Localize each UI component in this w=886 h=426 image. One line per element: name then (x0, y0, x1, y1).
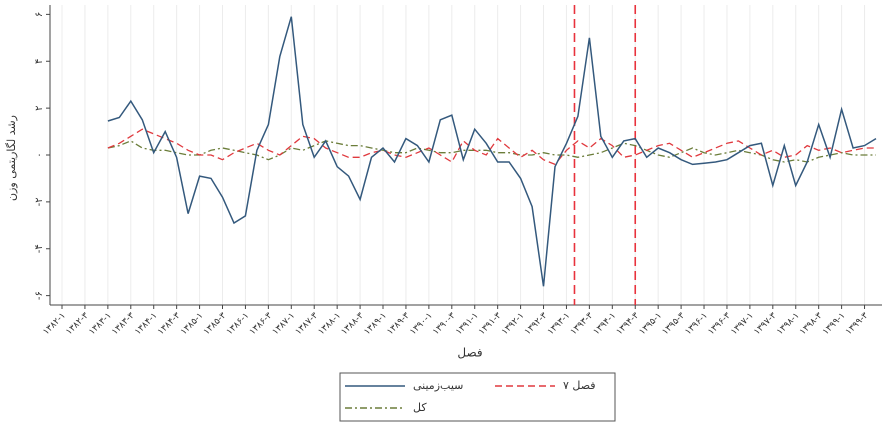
x-tick-label: ۱۳۹۶-۳ (706, 311, 733, 338)
x-tick-label: ۱۳۹۵-۱ (638, 311, 664, 337)
x-tick-label: ۱۳۸۷-۳ (294, 311, 321, 338)
y-tick-label: -۶ (34, 291, 45, 300)
x-tick-label: ۱۳۸۳-۱ (87, 311, 113, 337)
x-tick-label: ۱۳۹۷-۱ (729, 311, 755, 337)
x-tick-label: ۱۳۸۶-۱ (225, 311, 251, 337)
y-tick-label: -۲ (34, 197, 45, 206)
y-tick-label: ۲ (34, 105, 45, 110)
x-tick-label: ۱۳۹۹-۳ (844, 311, 871, 338)
x-tick-label: ۱۳۹۴-۱ (592, 311, 618, 337)
x-tick-label: ۱۳۹۲-۳ (523, 311, 550, 338)
x-tick-label: ۱۳۹۰-۱ (408, 311, 434, 337)
x-tick-label: ۱۳۸۳-۳ (110, 311, 137, 338)
x-tick-label: ۱۳۹۶-۱ (683, 311, 709, 337)
series-line (107, 140, 876, 163)
x-tick-label: ۱۳۹۳-۱ (546, 311, 572, 337)
y-tick-label: -۴ (34, 244, 45, 253)
x-tick-label: ۱۳۹۱-۳ (477, 311, 504, 338)
x-axis-title: فصل (457, 346, 482, 360)
x-tick-label: ۱۳۹۵-۳ (661, 311, 688, 338)
x-tick-label: ۱۳۹۸-۱ (775, 311, 801, 337)
x-tick-label: ۱۳۸۵-۳ (202, 311, 229, 338)
y-tick-label: ۶ (34, 12, 45, 17)
x-tick-label: ۱۳۸۲-۳ (64, 311, 91, 338)
x-tick-label: ۱۳۸۸-۱ (317, 311, 343, 337)
x-tick-label: ۱۳۹۴-۳ (615, 311, 642, 338)
x-tick-label: ۱۳۸۵-۱ (179, 311, 205, 337)
x-tick-label: ۱۳۹۹-۱ (821, 311, 847, 337)
x-tick-label: ۱۳۸۸-۳ (340, 311, 367, 338)
x-tick-label: ۱۳۸۴-۱ (133, 311, 159, 337)
x-tick-label: ۱۳۹۱-۱ (454, 311, 480, 337)
legend-box (339, 372, 616, 422)
x-tick-label: ۱۳۸۷-۱ (271, 311, 297, 337)
series-line (107, 16, 877, 287)
x-tick-label: ۱۳۸۶-۳ (248, 311, 275, 338)
series-line (107, 128, 876, 166)
x-tick-label: ۱۳۸۲-۱ (41, 311, 67, 337)
x-tick-label: ۱۳۸۹-۱ (362, 311, 388, 337)
x-tick-label: ۱۳۹۰-۳ (431, 311, 458, 338)
legend-label: فصل ۷ (563, 379, 596, 392)
x-tick-label: ۱۳۹۳-۳ (569, 311, 596, 338)
y-tick-label: ۰ (34, 152, 45, 157)
legend-label: سیب‌زمینی (413, 379, 463, 392)
y-axis-title: رشد لگاریتمی وزن (5, 115, 18, 201)
y-tick-label: ۴ (34, 59, 45, 64)
x-tick-label: ۱۳۸۴-۳ (156, 311, 183, 338)
x-tick-label: ۱۳۹۸-۳ (798, 311, 825, 338)
x-tick-label: ۱۳۹۲-۱ (500, 311, 526, 337)
x-tick-label: ۱۳۹۷-۳ (752, 311, 779, 338)
x-tick-label: ۱۳۸۹-۳ (385, 311, 412, 338)
legend-label: کل (413, 401, 427, 414)
